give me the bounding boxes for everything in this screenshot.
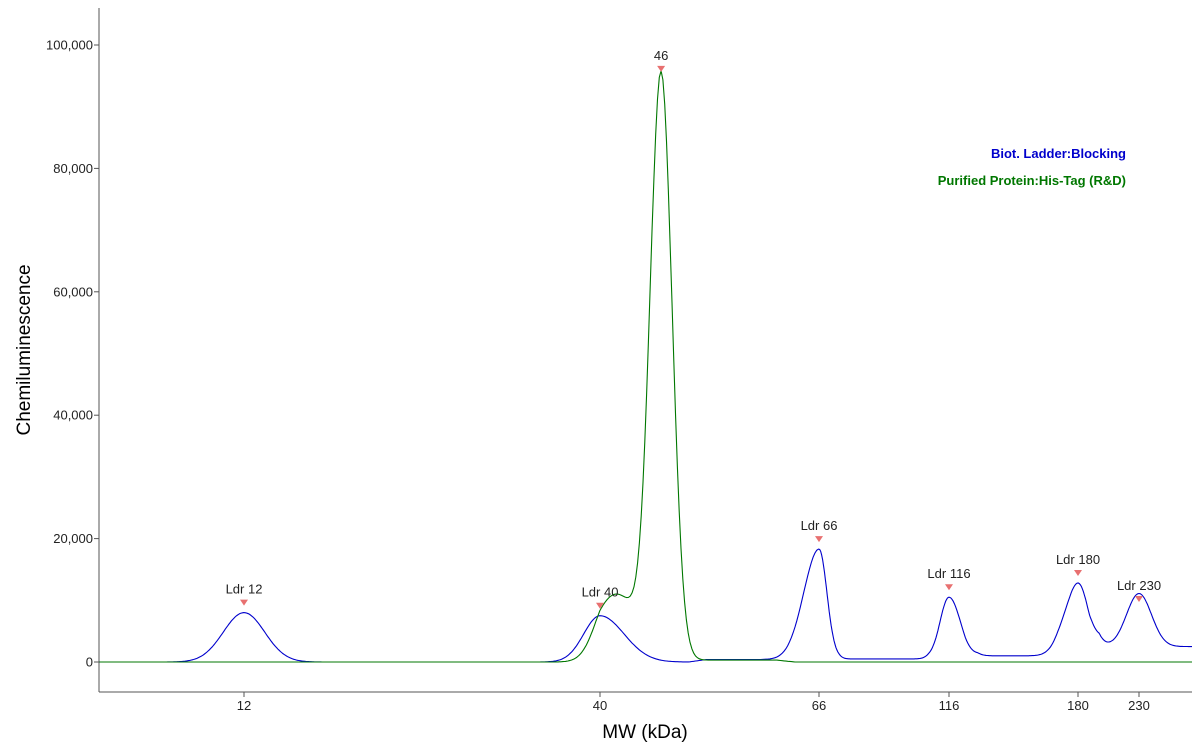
y-tick-label: 60,000 [53,284,93,299]
series-layer [99,70,1192,663]
chart-axes: 0 20,000 40,000 60,000 80,000 100,000 12 40 66 11… [46,8,1192,713]
peak-marker [945,584,953,591]
y-tick-label: 0 [86,655,93,670]
y-axis-title: Chemiluminescence [14,264,35,435]
legend-entry: Purified Protein:His-Tag (R&D) [938,173,1126,188]
y-tick-label: 20,000 [53,531,93,546]
x-tick-label: 12 [237,698,251,713]
peak-label: Ldr 12 [226,582,263,597]
peak-marker [1074,570,1082,577]
peak-label: Ldr 180 [1056,552,1100,567]
peak-label: Ldr 116 [927,566,970,581]
x-tick-label: 40 [593,698,607,713]
peak-label: Ldr 230 [1117,578,1161,593]
x-tick-label: 66 [812,698,826,713]
x-tick-label: 230 [1128,698,1150,713]
x-tick-label: 180 [1067,698,1089,713]
series-line-0 [99,548,1192,663]
peak-marker [596,602,604,609]
legend: Biot. Ladder:Blocking Purified Protein:Hi… [938,146,1126,188]
peak-label: Ldr 40 [582,585,619,600]
y-tick-label: 40,000 [53,408,93,423]
x-axis-title: MW (kDa) [602,722,687,743]
series-line-1 [99,70,1192,663]
peak-marker [815,536,823,543]
peak-marker [657,65,666,72]
legend-entry: Biot. Ladder:Blocking [991,146,1126,161]
peak-label: Ldr 66 [801,518,838,533]
peak-label: 46 [654,48,668,63]
x-tick-label: 116 [939,698,960,713]
y-tick-label: 80,000 [53,161,93,176]
peak-marker [1135,595,1143,602]
peak-marker [240,599,248,606]
y-tick-label: 100,000 [46,38,93,53]
peak-marker-layer: Ldr 12 Ldr 40 46 Ldr 66 Ldr 116 Ldr 180 Ldr 23… [226,48,1161,609]
